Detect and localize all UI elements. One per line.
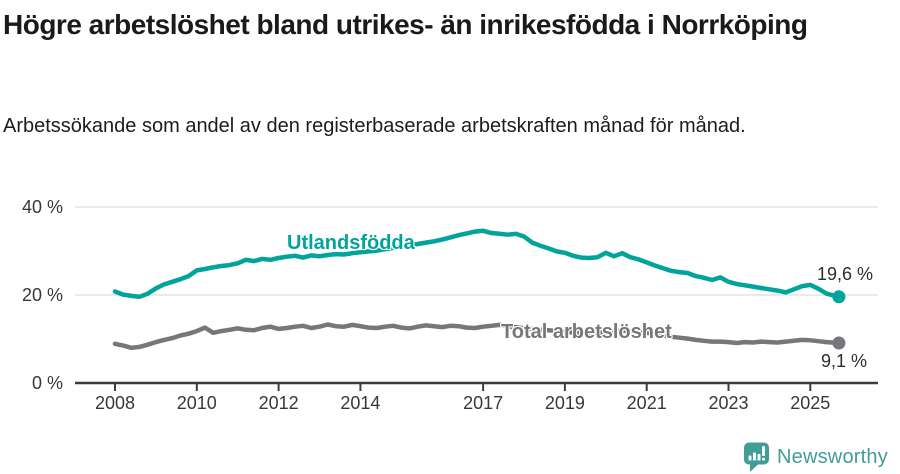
x-axis-labels: 2008 2010 2012 2014 2017 2019 2021 2023 2025: [95, 393, 830, 413]
page-title: Högre arbetslöshet bland utrikes- än inr…: [3, 9, 808, 40]
x-tick-label: 2012: [259, 393, 299, 413]
x-tick-label: 2025: [790, 393, 830, 413]
chart-plot-area: 0 % 20 % 40 % 2008 2010 2012 2014 2017 2019 2021…: [0, 185, 900, 425]
page-subtitle: Arbetssökande som andel av den registerb…: [3, 115, 746, 137]
series-end-dot-1: [832, 336, 846, 350]
y-tick-label: 20 %: [22, 285, 63, 305]
newsworthy-logo-icon: [744, 442, 769, 472]
series-line-1: [112, 322, 842, 351]
x-tick-label: 2019: [545, 393, 585, 413]
y-axis-labels: 0 % 20 % 40 %: [22, 197, 63, 393]
x-tick-label: 2017: [463, 393, 503, 413]
end-value-utlandsfodda: 19,6 %: [817, 264, 874, 284]
chart-canvas: 0 % 20 % 40 % 2008 2010 2012 2014 2017 2019 2021…: [22, 197, 878, 413]
y-tick-label: 0 %: [32, 373, 63, 393]
x-tick-label: 2021: [627, 393, 667, 413]
gridlines: [75, 206, 878, 296]
series-label-utlandsfodda: Utlandsfödda: [287, 232, 415, 254]
x-tick-label: 2014: [340, 393, 380, 413]
brand-name: Newsworthy: [777, 445, 888, 468]
x-tick-label: 2008: [95, 393, 135, 413]
x-axis: [75, 381, 878, 391]
brand-logo: Newsworthy: [743, 442, 888, 472]
y-tick-label: 40 %: [22, 197, 63, 217]
data-series: [112, 228, 846, 351]
series-end-dot-0: [832, 290, 846, 304]
series-line-0: [112, 228, 842, 300]
x-tick-label: 2023: [708, 393, 748, 413]
series-label-total-arbetsloshet: Total arbetslöshet: [501, 321, 672, 343]
x-tick-label: 2010: [177, 393, 217, 413]
end-value-total-arbetsloshet: 9,1 %: [821, 351, 868, 371]
